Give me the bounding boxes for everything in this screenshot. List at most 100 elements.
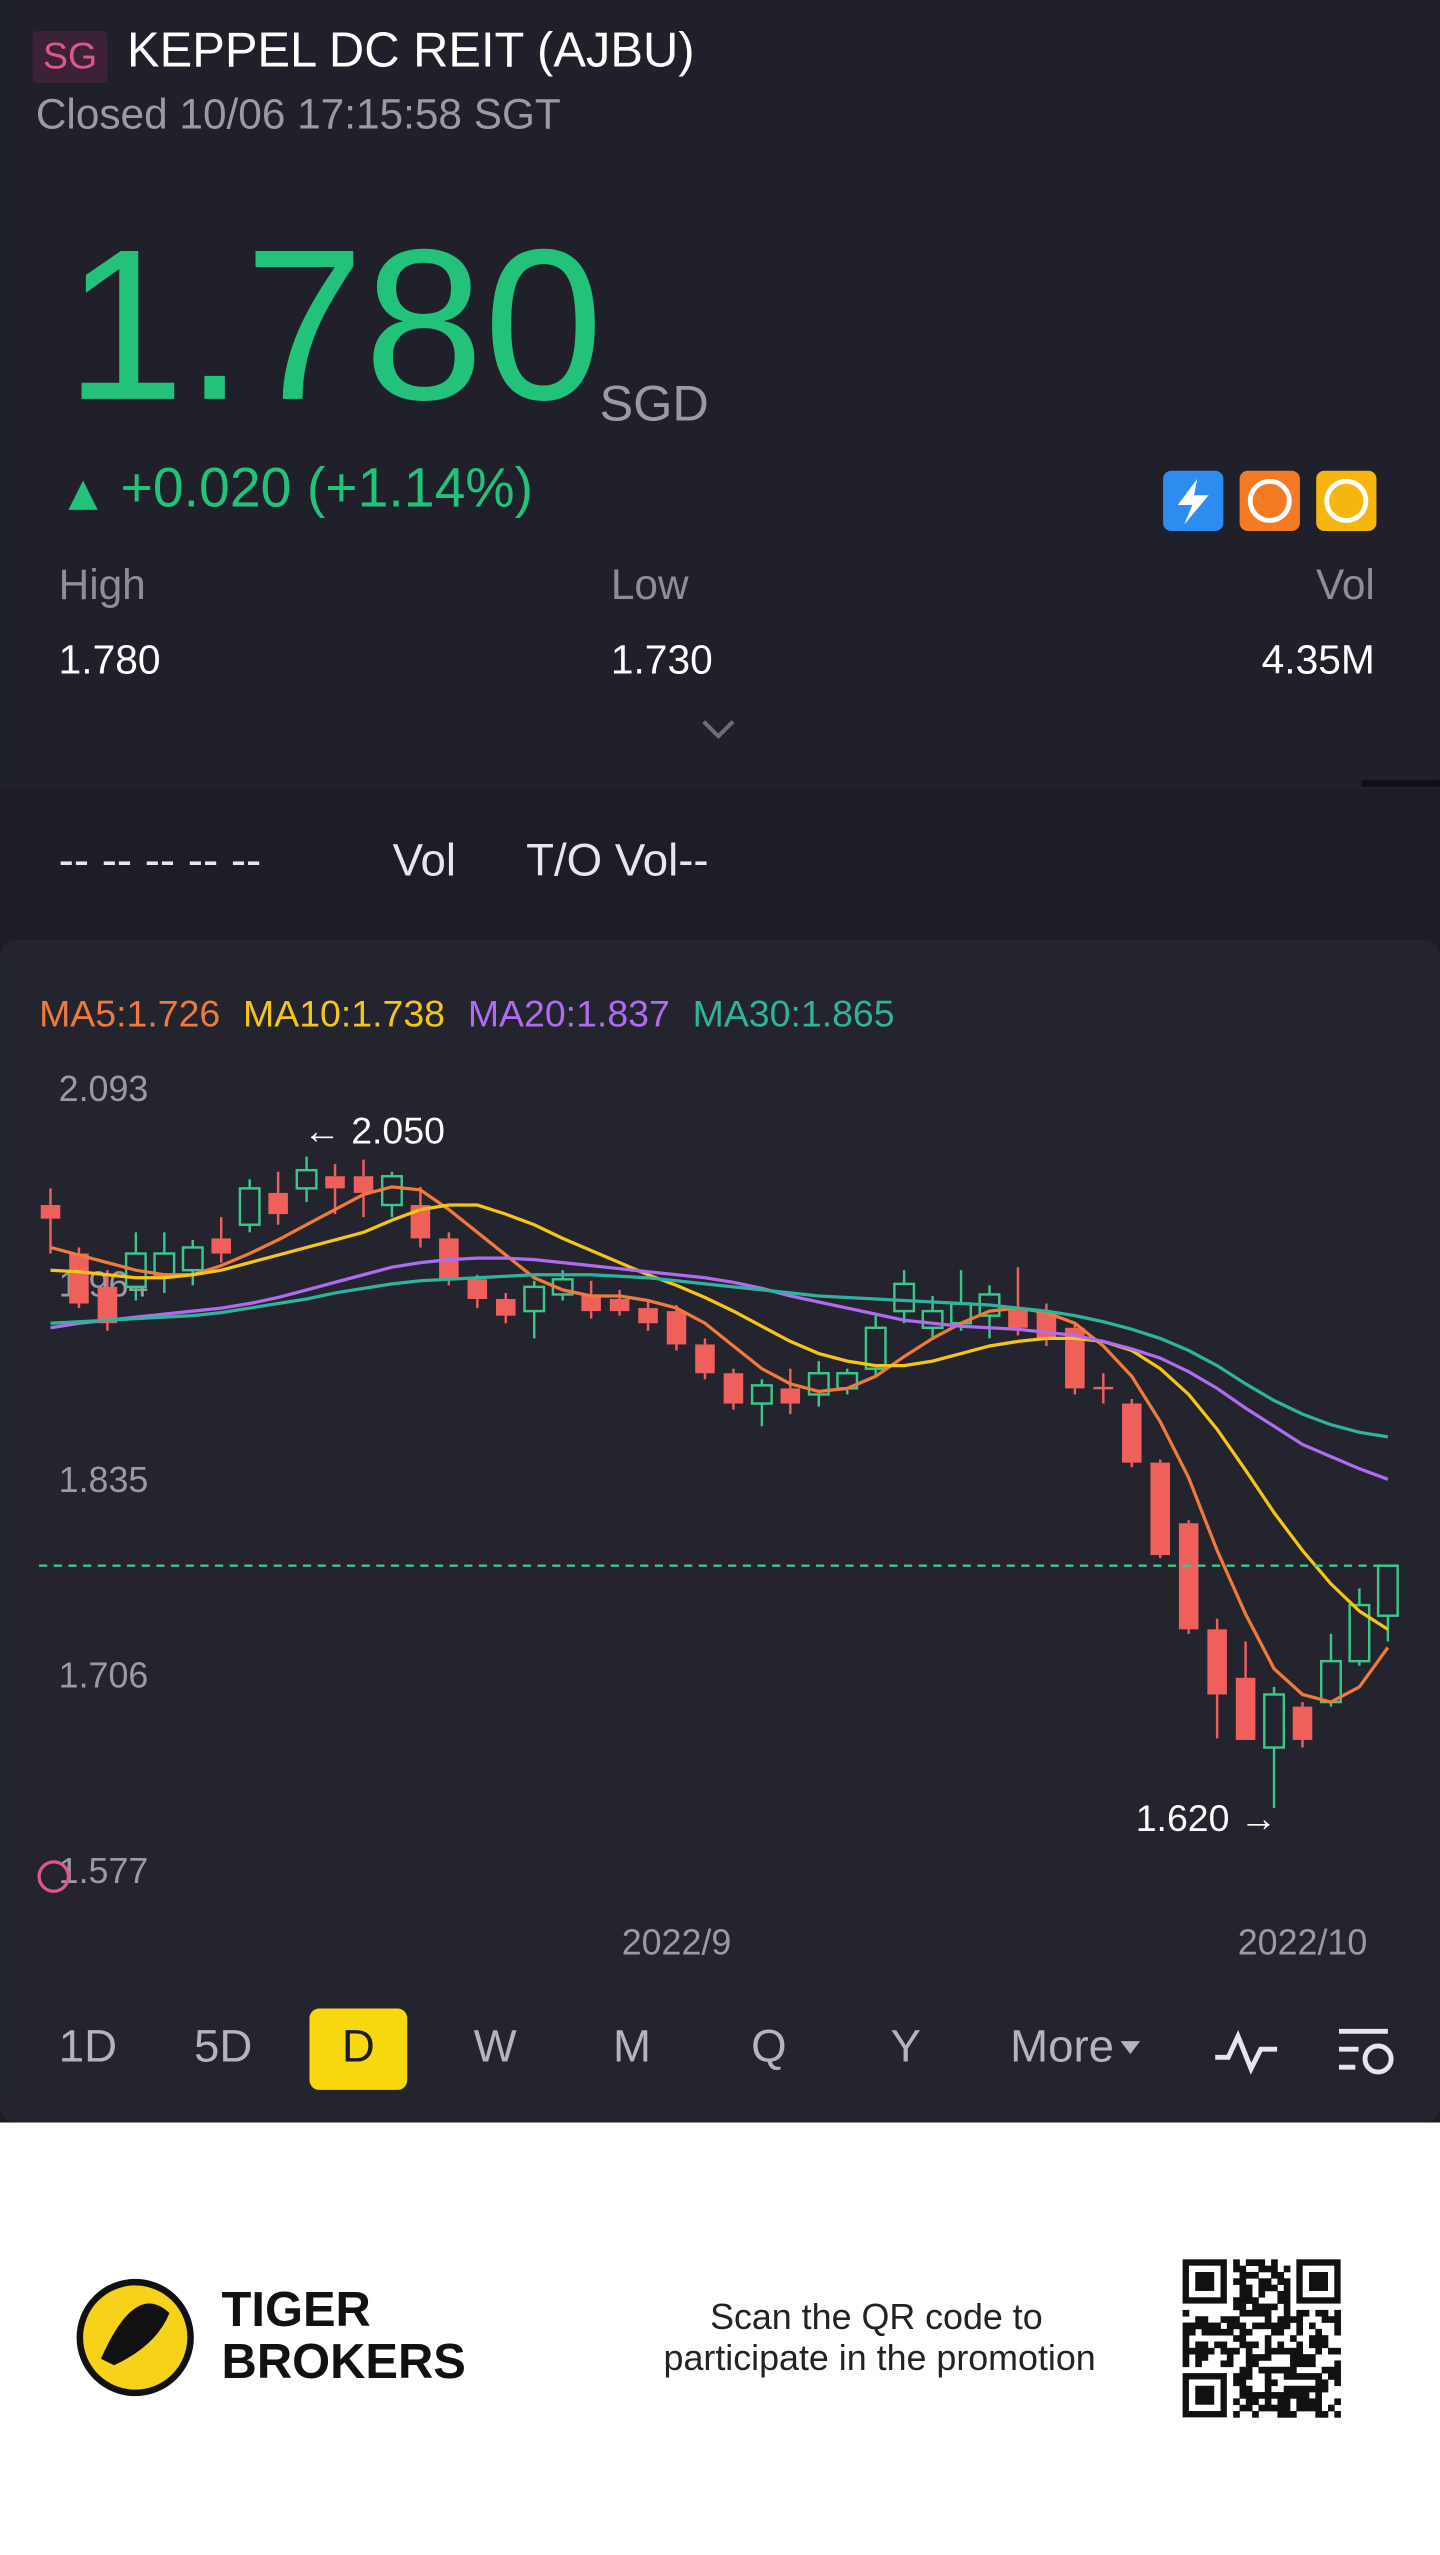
qr-module [1334, 2309, 1341, 2317]
qr-module [1239, 2341, 1247, 2349]
period-tabs: 1D 5D D W M Q Y More [59, 2008, 1141, 2090]
period-tab[interactable]: D [342, 2020, 375, 2071]
qr-module [1252, 2411, 1259, 2418]
qr-module [1201, 2328, 1209, 2336]
qr-module [1271, 2322, 1278, 2330]
qr-module [1233, 2322, 1240, 2330]
qr-module [1245, 2404, 1253, 2412]
qr-module [1220, 2360, 1228, 2368]
qr-module [1327, 2404, 1335, 2412]
candle-body [723, 1373, 744, 1404]
legend-entry: MA5:1.726 [39, 992, 220, 1034]
stock-name: KEPPEL DC REIT (AJBU) [127, 24, 694, 78]
qr-module [1334, 2316, 1341, 2323]
qr-module [1226, 2316, 1234, 2323]
period-tab[interactable]: W [474, 2020, 517, 2071]
candle-body [1319, 1659, 1342, 1704]
candle-body [523, 1285, 546, 1313]
period-tab[interactable]: 5D [194, 2020, 252, 2071]
qr-module [1334, 2328, 1341, 2336]
candle-body [864, 1326, 887, 1370]
qr-module [1252, 2259, 1259, 2266]
qr-module [1258, 2392, 1266, 2399]
expand-chevron[interactable] [702, 720, 735, 740]
ma-line [50, 1273, 1389, 1439]
qr-module [1182, 2354, 1190, 2361]
qr-module [1252, 2360, 1259, 2368]
qr-module [1290, 2411, 1297, 2418]
qr-module [1258, 2290, 1266, 2298]
candle-body [666, 1311, 687, 1345]
qr-module [1309, 2404, 1316, 2412]
qr-module [1233, 2265, 1240, 2273]
candlestick-chart: MA5:1.726 MA10:1.738 MA20:1.837 MA30:1.865 2… [37, 992, 1401, 1962]
qr-module [1334, 2347, 1341, 2355]
period-tab[interactable]: 1D [59, 2020, 117, 2071]
qr-module [1239, 2392, 1247, 2399]
qr-module [1321, 2341, 1329, 2349]
qr-module [1233, 2411, 1240, 2418]
qr-module [1271, 2379, 1278, 2387]
stat-value: 4.35M [1262, 637, 1375, 683]
legend-entry: MA30:1.865 [693, 992, 895, 1034]
qr-module [1220, 2347, 1228, 2355]
footer-panel [0, 2122, 1440, 2555]
qr-module [1201, 2341, 1209, 2349]
qr-module [1283, 2297, 1291, 2304]
qr-module [1315, 2398, 1322, 2406]
qr-module [1290, 2366, 1297, 2374]
period-tab[interactable]: Q [751, 2020, 786, 2071]
qr-module [1245, 2271, 1253, 2279]
qr-module [1182, 2309, 1190, 2317]
qr-module [1239, 2297, 1247, 2304]
period-tab[interactable]: Y [890, 2020, 920, 2071]
qr-module [1283, 2398, 1291, 2406]
brand-name: BROKERS [222, 2335, 466, 2389]
qr-module [1258, 2284, 1266, 2292]
qr-module [1239, 2265, 1247, 2273]
qr-module [1290, 2373, 1297, 2380]
qr-module [1264, 2341, 1272, 2349]
qr-module [1188, 2322, 1196, 2330]
qr-module [1245, 2354, 1253, 2361]
qr-module [1296, 2309, 1304, 2317]
qr-module [1233, 2297, 1240, 2304]
qr-module [1302, 2398, 1310, 2406]
promo-text: participate in the promotion [664, 2338, 1096, 2378]
qr-module [1264, 2284, 1272, 2292]
candle-body [1065, 1327, 1085, 1389]
qr-module [1188, 2328, 1196, 2336]
qr-module [1283, 2316, 1291, 2323]
period-tab[interactable]: M [613, 2020, 651, 2071]
qr-module [1309, 2398, 1316, 2406]
qr-module [1264, 2278, 1272, 2285]
qr-module [1182, 2335, 1190, 2342]
qr-module [1296, 2322, 1304, 2330]
ma-line [50, 1185, 1390, 1704]
qr-module [1252, 2297, 1259, 2304]
qr-module [1220, 2328, 1228, 2336]
qr-module [1283, 2404, 1291, 2412]
settings-icon[interactable] [1338, 2028, 1394, 2075]
qr-module [1271, 2284, 1278, 2292]
qr-module [1296, 2354, 1304, 2361]
qr-module [1296, 2392, 1304, 2399]
qr-module [1258, 2259, 1266, 2266]
qr-module [1309, 2373, 1316, 2380]
period-tab[interactable]: More [1010, 2020, 1114, 2071]
max-annotation: ← 2.050 [303, 1110, 445, 1152]
qr-module [1321, 2316, 1329, 2323]
qr-module [1283, 2303, 1291, 2311]
candle-body [750, 1384, 773, 1405]
qr-module [1277, 2316, 1285, 2323]
candle-body [268, 1192, 288, 1215]
indicator-icon[interactable] [1215, 2030, 1278, 2075]
qr-module [1239, 2303, 1247, 2311]
candle-body [97, 1286, 118, 1324]
qr-module [1245, 2309, 1253, 2317]
brand-logo-mark [101, 2303, 170, 2366]
qr-module [1334, 2411, 1341, 2418]
qr-module [1327, 2316, 1335, 2323]
qr-module [1277, 2411, 1285, 2418]
candle-body [893, 1282, 916, 1313]
